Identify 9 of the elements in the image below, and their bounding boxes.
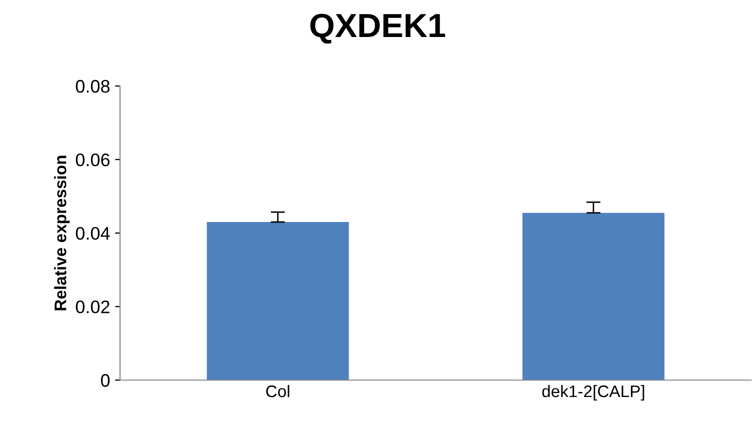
x-tick-label: Col bbox=[266, 384, 290, 398]
y-tick-label: 0.04 bbox=[76, 226, 110, 240]
y-tick-label: 0.08 bbox=[76, 80, 110, 93]
y-axis-title: Relative expression bbox=[54, 156, 70, 310]
x-tick-label: dek1-2[CALP] bbox=[542, 384, 644, 401]
y-tick-label: 0.02 bbox=[76, 300, 110, 314]
y-tick-label: 0 bbox=[100, 374, 110, 387]
y-tick-label: 0.06 bbox=[76, 153, 110, 166]
chart-title: QXDEK1 bbox=[310, 14, 446, 44]
